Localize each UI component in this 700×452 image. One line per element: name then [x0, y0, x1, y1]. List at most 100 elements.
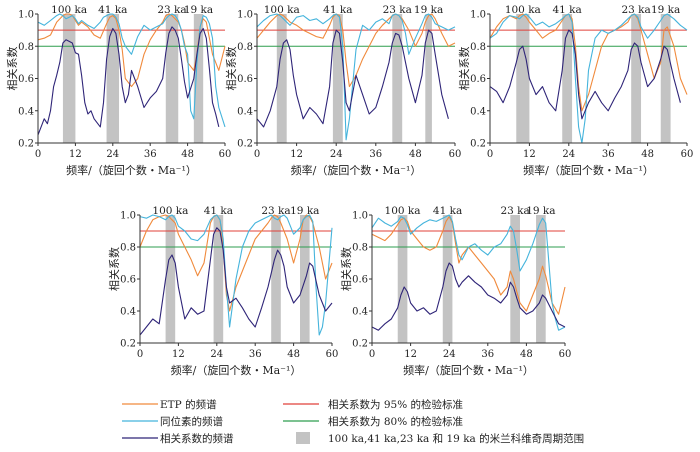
- y-axis-label: 相关系数: [5, 47, 19, 91]
- period-band-19ka: [193, 14, 204, 143]
- panel-bottom-left: 100 ka 41 ka 23 ka 19 ka 0 12 24 36 48 60 0.2 0.4 0.…: [107, 205, 338, 377]
- band-label: 41 ka: [204, 205, 233, 217]
- x-tick-label: 0: [35, 149, 41, 160]
- x-tick-label: 12: [290, 149, 303, 160]
- legend-label-coherence: 相关系数的频谱: [160, 432, 234, 445]
- x-tick-label: 0: [254, 149, 260, 160]
- x-tick-label: 24: [210, 349, 223, 360]
- y-tick-label: 0.8: [237, 42, 253, 53]
- legend-label-sig80: 相关系数为 80% 的检验标准: [328, 415, 463, 428]
- x-tick-label: 24: [443, 349, 456, 360]
- band-label: 41 ka: [98, 4, 127, 16]
- y-axis-label: 相关系数: [457, 47, 471, 91]
- period-band-23ka: [392, 14, 403, 143]
- period-band-19ka: [536, 215, 546, 343]
- y-tick-label: 0.8: [352, 243, 368, 254]
- x-axis-label: 频率/（旋回个数・Ma⁻¹）: [523, 163, 654, 177]
- x-axis-label: 频率/（旋回个数・Ma⁻¹）: [171, 363, 302, 377]
- band-label: 19 ka: [526, 205, 555, 217]
- x-tick-label: 24: [330, 149, 343, 160]
- x-tick-label: 36: [602, 149, 615, 160]
- x-tick-label: 12: [404, 349, 417, 360]
- x-tick-label: 48: [409, 149, 422, 160]
- x-tick-label: 48: [287, 349, 300, 360]
- series-line-isotope: [37, 13, 226, 128]
- band-label: 23 ka: [261, 205, 290, 217]
- y-tick-label: 0.2: [120, 339, 136, 350]
- x-axis-label: 频率/（旋回个数・Ma⁻¹）: [291, 163, 422, 177]
- y-tick-label: 0.4: [352, 307, 368, 318]
- y-tick-label: 0.2: [352, 339, 368, 350]
- x-tick-label: 36: [144, 149, 157, 160]
- y-tick-label: 0.6: [120, 275, 136, 286]
- period-band-100ka: [276, 14, 287, 143]
- band-label: 19 ka: [651, 4, 680, 16]
- y-axis-label: 相关系数: [339, 247, 353, 291]
- y-tick-label: 0.8: [18, 42, 34, 53]
- y-tick-label: 1.0: [470, 10, 486, 21]
- band-label: 41 ka: [552, 4, 581, 16]
- series-line-coherence: [371, 262, 566, 331]
- series-line-coherence: [256, 29, 449, 128]
- band-label: 100 ka: [385, 205, 421, 217]
- y-tick-label: 0.6: [470, 74, 486, 85]
- x-tick-label: 48: [181, 149, 194, 160]
- x-tick-label: 36: [481, 349, 494, 360]
- y-axis-label: 相关系数: [224, 47, 238, 91]
- period-band-41ka: [442, 215, 453, 343]
- x-tick-label: 12: [523, 149, 536, 160]
- series-line-coherence: [37, 26, 220, 136]
- x-tick-label: 0: [487, 149, 493, 160]
- series-line-coherence: [489, 29, 681, 120]
- period-band-19ka: [425, 14, 432, 143]
- series-line-isotope: [139, 214, 333, 336]
- y-tick-label: 0.6: [18, 74, 34, 85]
- period-band-19ka: [660, 14, 671, 143]
- y-tick-label: 1.0: [237, 10, 253, 21]
- legend-label-band: 100 ka,41 ka,23 ka 和 19 ka 的米兰科维奇周期范围: [328, 432, 584, 445]
- y-tick-label: 1.0: [120, 211, 136, 222]
- y-tick-label: 0.8: [120, 243, 136, 254]
- series-line-isotope: [256, 13, 456, 141]
- x-tick-label: 0: [369, 349, 375, 360]
- y-tick-label: 0.2: [237, 139, 253, 150]
- y-tick-label: 0.2: [470, 139, 486, 150]
- y-tick-label: 0.6: [352, 275, 368, 286]
- panel-top-right: 100 ka 41 ka 23 ka 19 ka 0 12 24 36 48 60 0.2 0.4 0.…: [457, 4, 693, 177]
- legend-label-isotope: 同位素的频谱: [160, 415, 223, 428]
- x-tick-label: 36: [249, 349, 262, 360]
- y-axis-label: 相关系数: [107, 247, 121, 291]
- period-band-23ka: [631, 14, 642, 143]
- band-label: 19 ka: [184, 4, 213, 16]
- x-tick-label: 60: [559, 349, 572, 360]
- band-label: 100 ka: [152, 205, 188, 217]
- band-label: 23 ka: [157, 4, 186, 16]
- x-tick-label: 60: [326, 349, 339, 360]
- band-label: 23 ka: [383, 4, 412, 16]
- y-tick-label: 0.4: [120, 307, 136, 318]
- y-tick-label: 1.0: [18, 10, 34, 21]
- period-band-41ka: [332, 14, 343, 143]
- band-label: 23 ka: [621, 4, 650, 16]
- band-label: 100 ka: [505, 4, 541, 16]
- band-label: 19 ka: [414, 4, 443, 16]
- legend-label-etp: ETP 的频谱: [160, 398, 217, 411]
- y-tick-label: 0.2: [18, 139, 34, 150]
- period-band-100ka: [165, 215, 176, 343]
- band-label: 23 ka: [500, 205, 529, 217]
- legend-label-sig95: 相关系数为 95% 的检验标准: [328, 398, 463, 411]
- y-tick-label: 0.8: [470, 42, 486, 53]
- y-tick-label: 0.6: [237, 74, 253, 85]
- band-label: 41 ka: [323, 4, 352, 16]
- series-line-isotope: [489, 13, 688, 144]
- series-line-coherence: [139, 227, 333, 336]
- period-band-23ka: [271, 215, 281, 343]
- band-label: 100 ka: [51, 4, 87, 16]
- x-tick-label: 24: [106, 149, 119, 160]
- period-band-41ka: [106, 14, 120, 143]
- x-tick-label: 36: [369, 149, 382, 160]
- y-tick-label: 0.4: [18, 106, 34, 117]
